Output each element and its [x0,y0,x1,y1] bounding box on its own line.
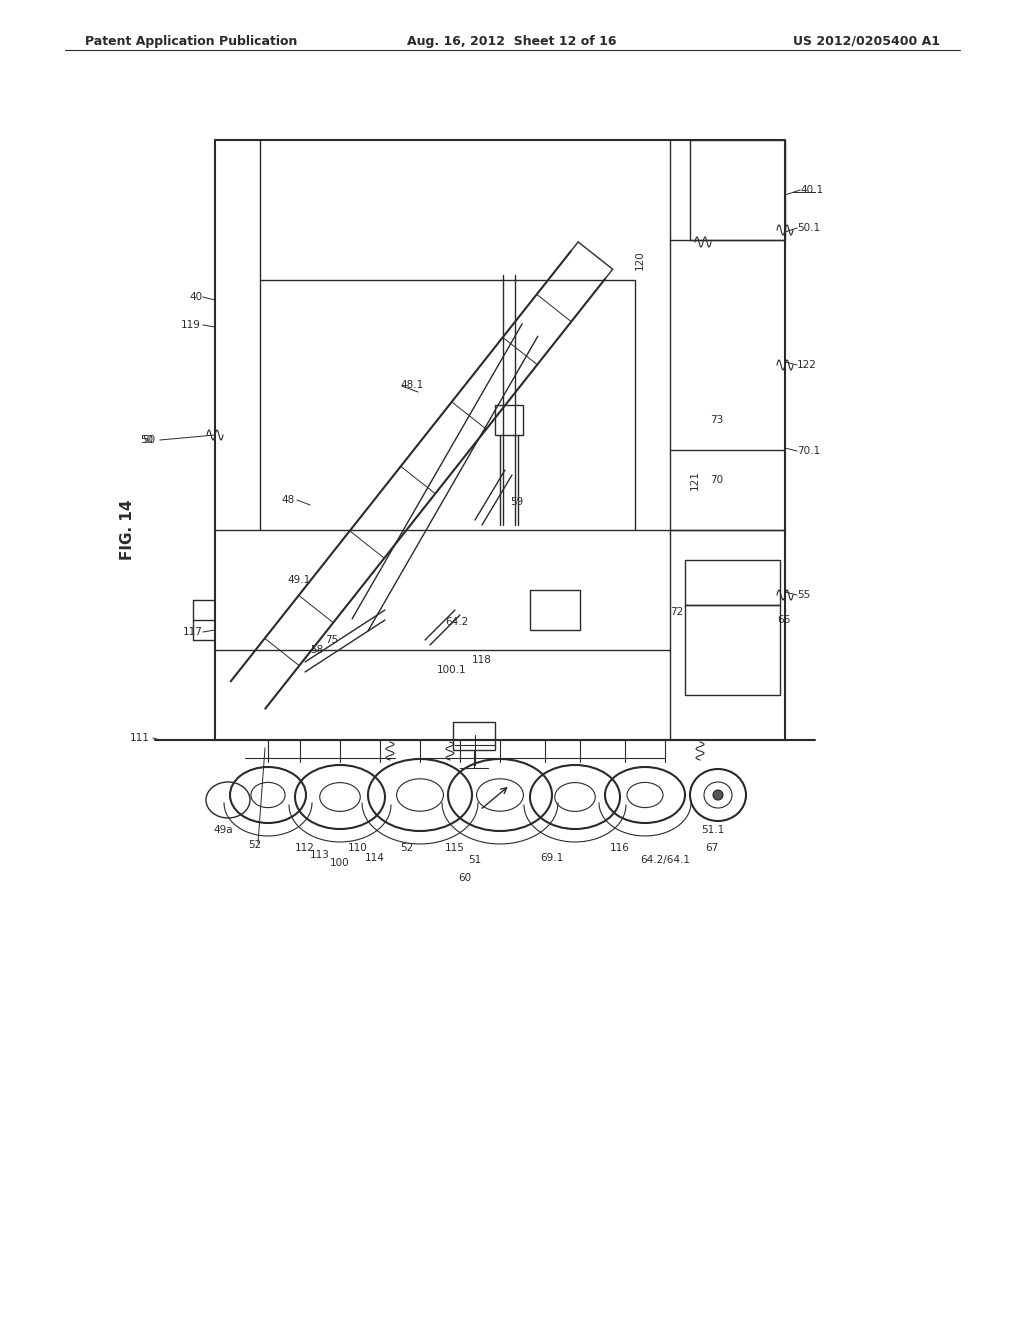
Text: 70: 70 [710,475,723,484]
Text: 66: 66 [777,615,791,624]
Text: 69.1: 69.1 [540,853,563,863]
Text: 111: 111 [130,733,150,743]
Text: 59: 59 [510,498,523,507]
Text: 117: 117 [183,627,203,638]
Text: 119: 119 [181,319,201,330]
Text: 64.2/64.1: 64.2/64.1 [640,855,690,865]
Text: 50.1: 50.1 [797,223,820,234]
Text: 100: 100 [330,858,349,869]
Text: 40.1: 40.1 [800,185,823,195]
Text: 48.1: 48.1 [400,380,423,389]
Text: 72: 72 [670,607,683,616]
Text: 51.1: 51.1 [701,825,725,836]
Text: 52: 52 [400,843,414,853]
Text: 49a: 49a [213,825,232,836]
Bar [685,560,780,605]
Ellipse shape [713,789,723,800]
Text: 55: 55 [797,590,810,601]
Text: 116: 116 [610,843,630,853]
Text: 58: 58 [310,645,324,655]
Text: Aug. 16, 2012  Sheet 12 of 16: Aug. 16, 2012 Sheet 12 of 16 [408,36,616,48]
Text: 51: 51 [468,855,481,865]
Text: 73: 73 [710,414,723,425]
Text: 113: 113 [310,850,330,861]
Bar [495,405,523,436]
Text: 48: 48 [282,495,295,506]
Bar [453,722,495,750]
Text: FIG. 14: FIG. 14 [121,500,135,560]
Text: 40: 40 [189,292,203,302]
Text: 52: 52 [249,840,261,850]
Text: 114: 114 [365,853,385,863]
Text: 115: 115 [445,843,465,853]
Text: 122: 122 [797,360,817,370]
Text: US 2012/0205400 A1: US 2012/0205400 A1 [793,36,940,48]
Text: 64.2: 64.2 [445,616,468,627]
Text: 75: 75 [325,635,338,645]
Bar [530,590,580,630]
Text: 70.1: 70.1 [797,446,820,455]
Text: 120: 120 [635,249,645,269]
Text: 67: 67 [705,843,718,853]
Text: 112: 112 [295,843,314,853]
Bar [685,605,780,696]
Text: Patent Application Publication: Patent Application Publication [85,36,297,48]
Text: 110: 110 [348,843,368,853]
Text: 60: 60 [459,873,472,883]
Text: 50: 50 [142,436,155,445]
Text: 49.1: 49.1 [287,576,310,585]
Bar [690,140,785,240]
Text: 50: 50 [140,436,153,445]
Text: 121: 121 [690,470,700,490]
Text: 118: 118 [472,655,492,665]
Text: 100.1: 100.1 [437,665,467,675]
